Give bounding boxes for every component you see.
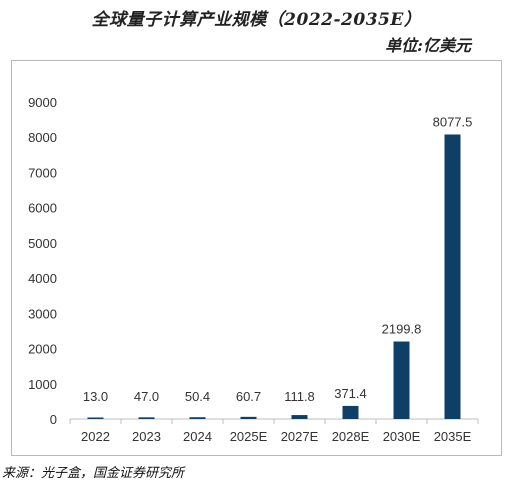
bar-2027E bbox=[291, 415, 308, 419]
y-tick-label: 5000 bbox=[28, 236, 57, 251]
data-label-2025E: 60.7 bbox=[236, 389, 261, 404]
bar-2023 bbox=[138, 417, 155, 419]
x-tick-label-2024: 2024 bbox=[183, 429, 212, 444]
y-tick-label: 3000 bbox=[28, 306, 57, 321]
data-label-2035E: 8077.5 bbox=[433, 114, 473, 129]
data-label-2027E: 111.8 bbox=[284, 389, 315, 404]
y-tick-label: 2000 bbox=[28, 342, 57, 357]
y-tick-label: 7000 bbox=[28, 165, 57, 180]
x-tick-label-2035E: 2035E bbox=[434, 429, 472, 444]
chart-frame bbox=[11, 60, 502, 456]
data-label-2028E: 371.4 bbox=[334, 386, 367, 401]
bar-2030E bbox=[393, 341, 410, 419]
source-note: 来源：光子盒，国金证券研究所 bbox=[2, 466, 185, 481]
x-tick-label-2028E: 2028E bbox=[332, 429, 370, 444]
x-tick-label-2025E: 2025E bbox=[230, 429, 268, 444]
data-label-2023: 47.0 bbox=[134, 389, 159, 404]
bar-2025E bbox=[240, 416, 257, 419]
bar-2022 bbox=[87, 417, 104, 419]
x-tick-label-2023: 2023 bbox=[132, 429, 161, 444]
bar-2024 bbox=[189, 417, 206, 419]
y-tick-label: 9000 bbox=[28, 95, 57, 110]
x-tick-label-2022: 2022 bbox=[81, 429, 110, 444]
data-label-2024: 50.4 bbox=[185, 389, 210, 404]
bar-2028E bbox=[342, 405, 359, 419]
data-label-2030E: 2199.8 bbox=[382, 322, 422, 337]
y-tick-label: 1000 bbox=[28, 377, 57, 392]
y-tick-label: 8000 bbox=[28, 130, 57, 145]
bar-2035E bbox=[444, 134, 461, 419]
y-tick-label: 6000 bbox=[28, 201, 57, 216]
x-tick-label-2027E: 2027E bbox=[281, 429, 319, 444]
x-tick-label-2030E: 2030E bbox=[383, 429, 421, 444]
chart-title: 全球量子计算产业规模（2022-2035E） bbox=[91, 10, 422, 30]
y-tick-label: 0 bbox=[50, 412, 57, 427]
y-tick-label: 4000 bbox=[28, 271, 57, 286]
unit-label: 单位:亿美元 bbox=[385, 36, 471, 55]
data-label-2022: 13.0 bbox=[83, 389, 108, 404]
